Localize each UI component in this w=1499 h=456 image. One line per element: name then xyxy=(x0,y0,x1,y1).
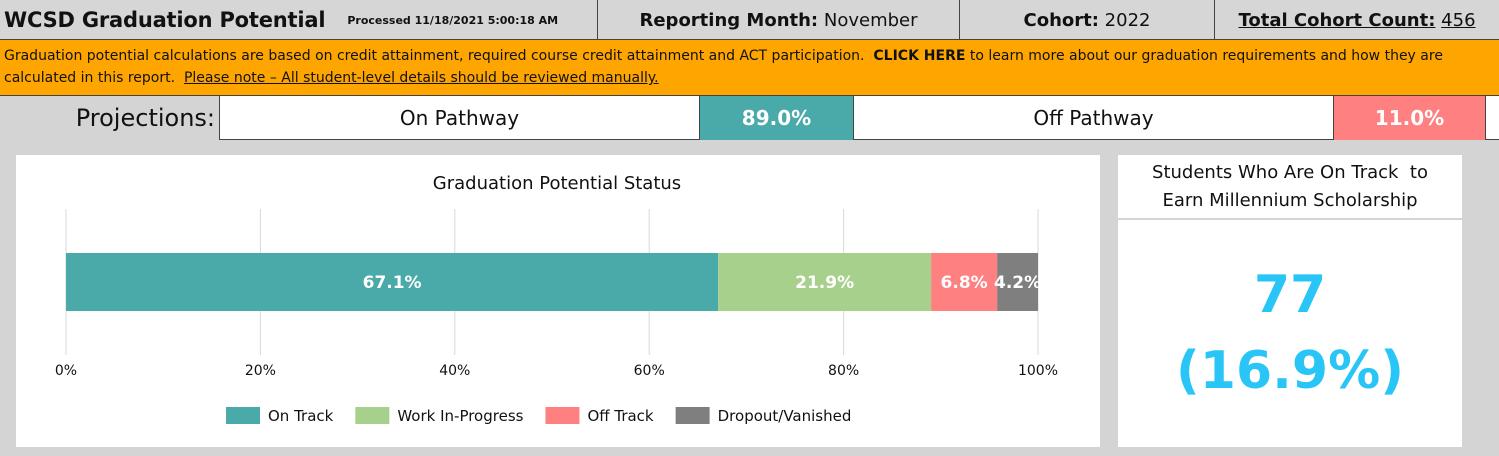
banner-text: Graduation potential calculations are ba… xyxy=(4,48,865,64)
cohort-value: 2022 xyxy=(1104,9,1151,31)
chart-svg: Graduation Potential Status 67.1% 21.9% 6.… xyxy=(55,173,1058,425)
x-tick-label: 100% xyxy=(1018,363,1058,379)
header-bar: WCSD Graduation Potential Processed 11/1… xyxy=(0,0,1499,40)
chart-title: Graduation Potential Status xyxy=(433,173,681,194)
scholarship-percent: (16.9%) xyxy=(1176,341,1404,401)
legend-label[interactable]: Work In-Progress xyxy=(397,407,523,425)
bar-segment[interactable] xyxy=(66,253,719,311)
scholarship-count: 77 xyxy=(1253,265,1327,325)
millennium-scholarship-card: Students Who Are On Track to Earn Millen… xyxy=(1118,155,1462,447)
x-tick-label: 40% xyxy=(439,363,470,379)
scholarship-title-line-1: Students Who Are On Track to xyxy=(1152,162,1428,183)
page-title: WCSD Graduation Potential xyxy=(4,8,326,32)
on-pathway-label: On Pathway xyxy=(220,96,700,140)
total-cohort-count-link[interactable]: Total Cohort Count: 456 xyxy=(1215,0,1499,40)
scholarship-title: Students Who Are On Track to Earn Millen… xyxy=(1118,155,1462,220)
click-here-link[interactable]: CLICK HERE xyxy=(873,48,966,64)
projections-label: Projections: xyxy=(0,96,220,140)
legend-label[interactable]: Off Track xyxy=(587,407,653,425)
bar-segment[interactable] xyxy=(997,253,1038,311)
graduation-status-chart: Graduation Potential Status 67.1% 21.9% 6.… xyxy=(16,155,1100,447)
chart-legend[interactable]: On Track Work In-Progress Off Track Dropout… xyxy=(226,407,851,425)
info-banner: Graduation potential calculations are ba… xyxy=(0,40,1499,96)
legend-swatch[interactable] xyxy=(675,407,710,424)
bar-segment[interactable] xyxy=(718,253,932,311)
banner-text-after: to learn more about our graduation requi… xyxy=(4,48,1443,86)
off-pathway-label: Off Pathway xyxy=(854,96,1334,140)
bar-data-label: 67.1% xyxy=(363,273,422,293)
projections-row: Projections: On Pathway 89.0% Off Pathwa… xyxy=(0,96,1499,140)
reporting-month: Reporting Month: November xyxy=(598,0,960,40)
processed-timestamp: Processed 11/18/2021 5:00:18 AM xyxy=(347,13,559,27)
bar-data-label: 6.8% xyxy=(941,273,988,293)
legend-swatch[interactable] xyxy=(226,407,260,424)
total-cohort-label[interactable]: Total Cohort Count: xyxy=(1238,9,1436,31)
bar-data-label: 21.9% xyxy=(795,273,854,293)
reporting-month-label: Reporting Month: xyxy=(639,9,819,31)
cohort: Cohort: 2022 xyxy=(960,0,1215,40)
bar-data-label: 4.2% xyxy=(994,273,1041,293)
chart-x-axis: 0% 20% 40% 60% 80% 100% xyxy=(55,363,1058,379)
chart-bars: 67.1% 21.9% 6.8% 4.2% xyxy=(66,253,1041,311)
on-pathway-value: 89.0% xyxy=(700,96,854,140)
off-pathway-value: 11.0% xyxy=(1334,96,1486,140)
x-tick-label: 80% xyxy=(828,363,859,379)
scholarship-title-line-2: Earn Millennium Scholarship xyxy=(1162,190,1418,211)
legend-label[interactable]: On Track xyxy=(268,407,334,425)
legend-swatch[interactable] xyxy=(545,407,580,424)
x-tick-label: 60% xyxy=(634,363,665,379)
bar-segment[interactable] xyxy=(931,253,998,311)
x-tick-label: 20% xyxy=(245,363,276,379)
cohort-label: Cohort: xyxy=(1023,9,1099,31)
review-note: Please note – All student-level details … xyxy=(183,70,659,86)
legend-label[interactable]: Dropout/Vanished xyxy=(718,407,852,425)
reporting-month-value: November xyxy=(823,9,918,31)
legend-swatch[interactable] xyxy=(355,407,390,424)
total-cohort-value[interactable]: 456 xyxy=(1441,9,1476,31)
x-tick-label: 0% xyxy=(55,363,77,379)
title-cell: WCSD Graduation Potential Processed 11/1… xyxy=(0,0,598,40)
